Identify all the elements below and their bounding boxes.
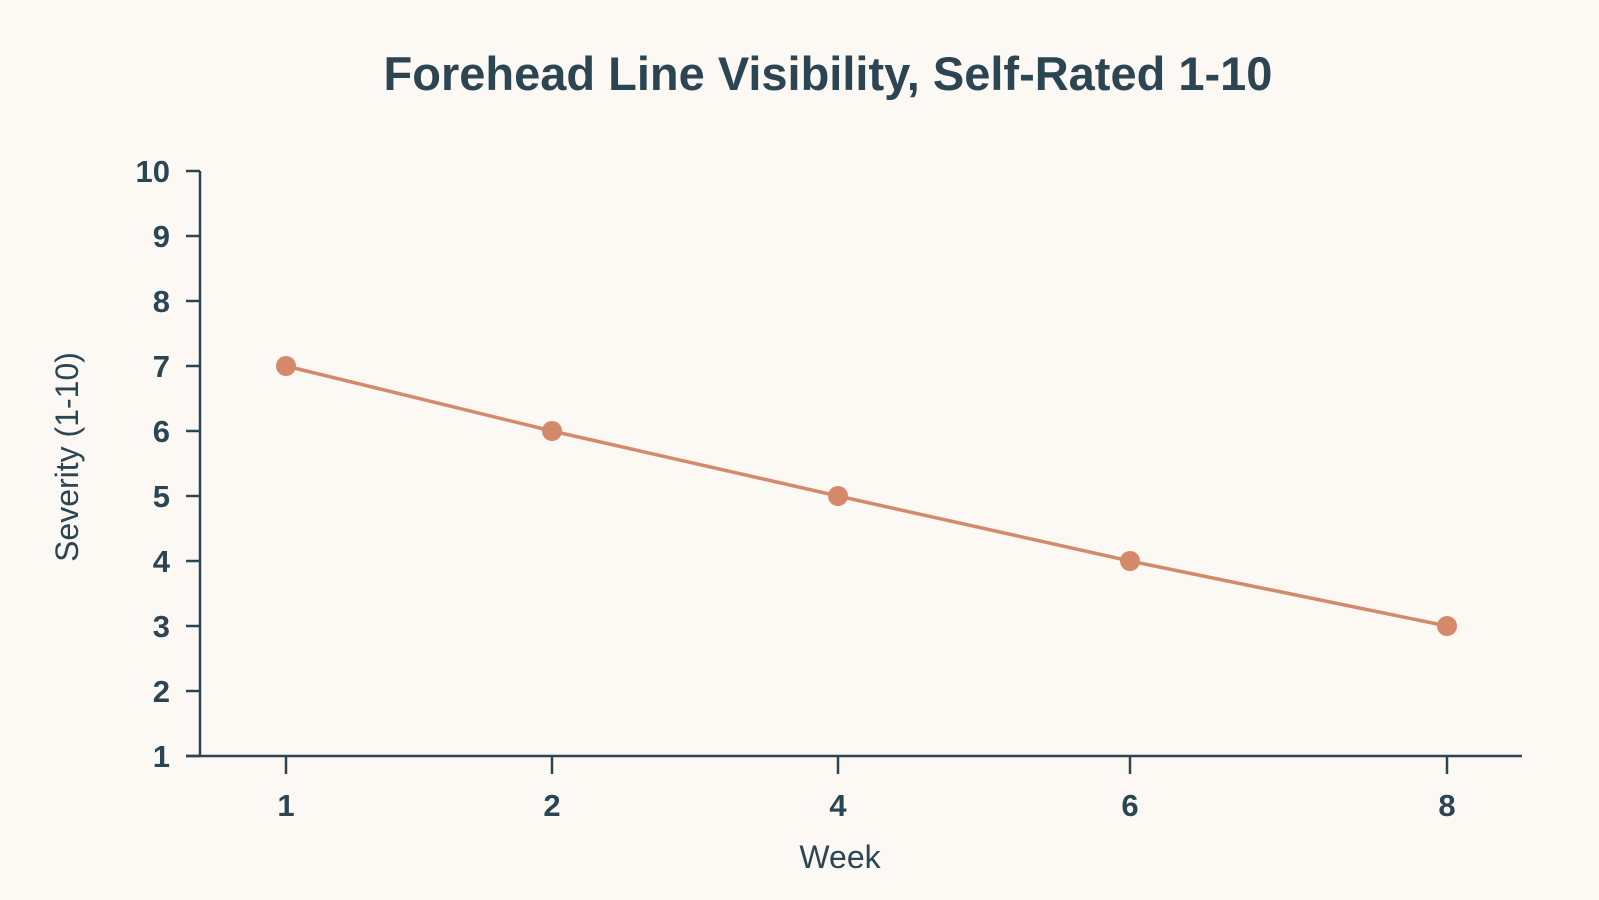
x-tick-label: 8: [1438, 788, 1455, 823]
y-tick-label: 3: [153, 609, 170, 644]
data-point: [828, 486, 848, 506]
y-tick-label: 4: [153, 544, 171, 579]
data-series: [276, 356, 1457, 636]
series-line: [284, 364, 1449, 628]
x-axis-title: Week: [799, 839, 881, 875]
y-tick-label: 6: [153, 414, 170, 449]
chart-axes: [186, 171, 1522, 758]
x-axis-ticks: 1 2 4 6 8: [277, 756, 1456, 823]
data-point: [1120, 551, 1140, 571]
y-tick-label: 9: [153, 219, 170, 254]
x-tick-label: 1: [277, 788, 294, 823]
data-point: [276, 356, 296, 376]
y-tick-label: 8: [153, 284, 170, 319]
y-tick-label: 1: [153, 739, 170, 774]
y-tick-label: 2: [153, 674, 170, 709]
x-tick-label: 6: [1121, 788, 1138, 823]
y-tick-label: 7: [153, 349, 170, 384]
data-point: [542, 421, 562, 441]
y-axis-title: Severity (1-10): [49, 352, 85, 562]
chart-title: Forehead Line Visibility, Self-Rated 1-1…: [384, 47, 1273, 100]
y-tick-label: 10: [136, 154, 170, 189]
data-point: [1437, 616, 1457, 636]
x-tick-label: 4: [829, 788, 847, 823]
x-tick-label: 2: [543, 788, 560, 823]
y-axis-ticks: 1 2 3 4 5 6 7 8 9 10: [136, 154, 200, 774]
y-tick-label: 5: [153, 479, 170, 514]
